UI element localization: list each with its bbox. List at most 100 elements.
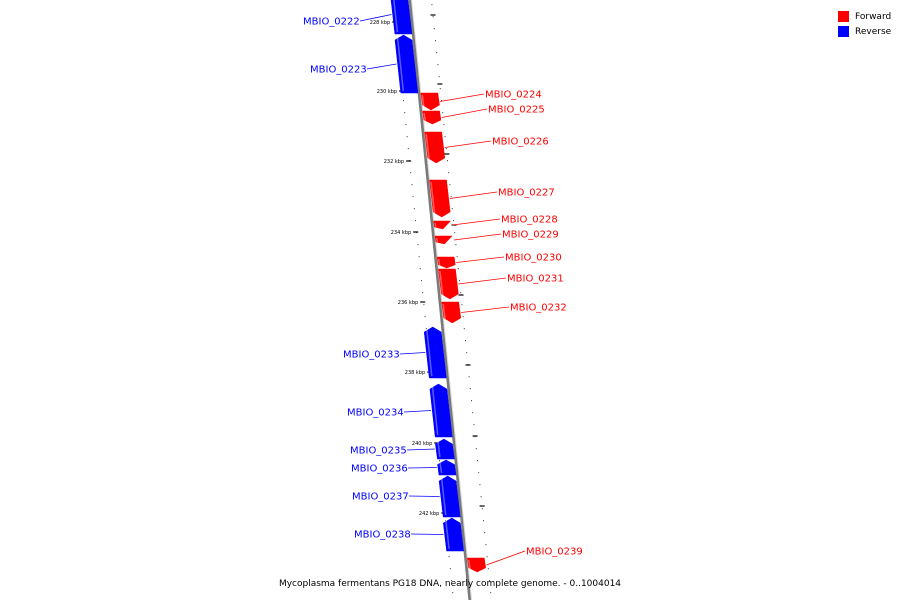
gene-label[interactable]: MBIO_0229 [502, 230, 559, 241]
gene-label[interactable]: MBIO_0225 [488, 105, 545, 116]
scale-dot [425, 328, 427, 330]
gene-shade [425, 133, 431, 162]
tick-label: 228 kbp [370, 20, 390, 26]
gene-mbio-0228[interactable]: MBIO_0228 [433, 215, 558, 230]
gene-label[interactable]: MBIO_0231 [507, 274, 564, 285]
map-caption: Mycoplasma fermentans PG18 DNA, nearly c… [278, 579, 622, 589]
gene-shade [442, 303, 447, 322]
gene-mbio-0227[interactable]: MBIO_0227 [429, 179, 555, 218]
gene-mbio-0237[interactable]: MBIO_0237 [352, 475, 461, 518]
gene-arrow [420, 92, 440, 111]
tick-label: 230 kbp [377, 89, 397, 95]
gene-connector [399, 352, 426, 355]
gene-shade [430, 181, 436, 216]
scale-dot [405, 124, 407, 126]
gene-shade [439, 270, 444, 298]
backbone-line [408, 0, 472, 600]
gene-label[interactable]: MBIO_0224 [485, 90, 542, 101]
tick-label: 232 kbp [384, 159, 404, 165]
gene-mbio-0233[interactable]: MBIO_0233 [343, 326, 447, 379]
genome-backbone [408, 0, 472, 600]
gene-label[interactable]: MBIO_0239 [526, 547, 583, 558]
scale-dot [419, 268, 421, 270]
gene-label[interactable]: MBIO_0237 [352, 492, 409, 503]
scale-dot [469, 388, 471, 390]
gene-label[interactable]: MBIO_0230 [505, 253, 562, 264]
gene-mbio-0230[interactable]: MBIO_0230 [436, 253, 562, 269]
tick-label: 236 kbp [398, 300, 418, 306]
scale-dot [404, 112, 406, 114]
gene-arrow [438, 268, 459, 300]
gene-label[interactable]: MBIO_0227 [498, 188, 555, 199]
gene-mbio-0223[interactable]: MBIO_0223 [310, 34, 419, 94]
gene-mbio-0232[interactable]: MBIO_0232 [441, 301, 567, 324]
legend-label-forward: Forward [855, 11, 892, 22]
gene-arrow [434, 235, 453, 245]
scale-dot [484, 532, 486, 534]
gene-label[interactable]: MBIO_0223 [310, 65, 367, 76]
gene-mbio-0235[interactable]: MBIO_0235 [350, 438, 455, 460]
gene-mbio-0226[interactable]: MBIO_0226 [424, 131, 549, 164]
gene-connector [458, 277, 507, 285]
gene-label[interactable]: MBIO_0236 [351, 464, 408, 475]
scale-dot [448, 172, 450, 174]
gene-label[interactable]: MBIO_0222 [303, 17, 360, 28]
gene-shade [421, 94, 425, 109]
scale-dot [443, 124, 445, 126]
scale-dot [475, 448, 477, 450]
gene-connector [486, 550, 526, 566]
scale-dot [421, 280, 422, 282]
gene-arrow [437, 459, 457, 476]
gene-label[interactable]: MBIO_0234 [347, 408, 404, 419]
gene-arrow [429, 179, 451, 218]
scale-dot [412, 196, 414, 198]
gene-mbio-0231[interactable]: MBIO_0231 [438, 268, 564, 300]
gene-label[interactable]: MBIO_0226 [492, 137, 549, 148]
gene-shade [440, 477, 447, 516]
gene-features: MBIO_0222 MBIO_0223 MBIO_0224 MBIO_0225 MBIO… [303, 0, 583, 573]
gene-mbio-0222[interactable]: MBIO_0222 [303, 0, 413, 35]
scale-dot [438, 76, 440, 78]
gene-shade [423, 112, 427, 123]
scale-dot [455, 244, 457, 246]
scale-dot [449, 184, 451, 186]
scale-dot [481, 508, 483, 510]
gene-shade [437, 440, 441, 458]
gene-arrow [424, 131, 446, 164]
legend-label-reverse: Reverse [855, 26, 892, 37]
scale-dot [459, 280, 460, 282]
gene-mbio-0229[interactable]: MBIO_0229 [434, 230, 559, 245]
gene-connector [359, 14, 392, 22]
gene-mbio-0238[interactable]: MBIO_0238 [354, 517, 464, 552]
gene-mbio-0236[interactable]: MBIO_0236 [351, 459, 457, 476]
gene-mbio-0225[interactable]: MBIO_0225 [422, 105, 545, 125]
gene-label[interactable]: MBIO_0235 [350, 446, 407, 457]
scale-dot [460, 292, 462, 294]
gene-label[interactable]: MBIO_0228 [501, 215, 558, 226]
scale-dot [437, 64, 439, 66]
scale-dot [456, 256, 458, 258]
gene-label[interactable]: MBIO_0238 [354, 530, 411, 541]
scale-dot [473, 424, 475, 426]
scale-dot [490, 592, 492, 594]
gene-label[interactable]: MBIO_0232 [510, 303, 567, 314]
scale-dot [449, 568, 451, 570]
gene-mbio-0234[interactable]: MBIO_0234 [347, 383, 453, 438]
gene-mbio-0224[interactable]: MBIO_0224 [420, 90, 542, 111]
gene-shade [439, 461, 443, 474]
scale-dot [418, 256, 420, 258]
gene-connector [408, 495, 440, 497]
scale-dot [445, 148, 447, 150]
scale-dot [433, 28, 435, 30]
gene-label[interactable]: MBIO_0233 [343, 350, 400, 361]
gene-arrow [433, 220, 452, 230]
scale-dot [477, 460, 478, 462]
scale-dot [466, 352, 468, 354]
scale-dot [435, 40, 436, 42]
gene-mbio-0239[interactable]: MBIO_0239 [467, 547, 583, 573]
scale-dot [463, 328, 465, 330]
scale-dot [407, 148, 409, 150]
scale-dot [479, 484, 481, 486]
gene-connector [452, 218, 501, 226]
